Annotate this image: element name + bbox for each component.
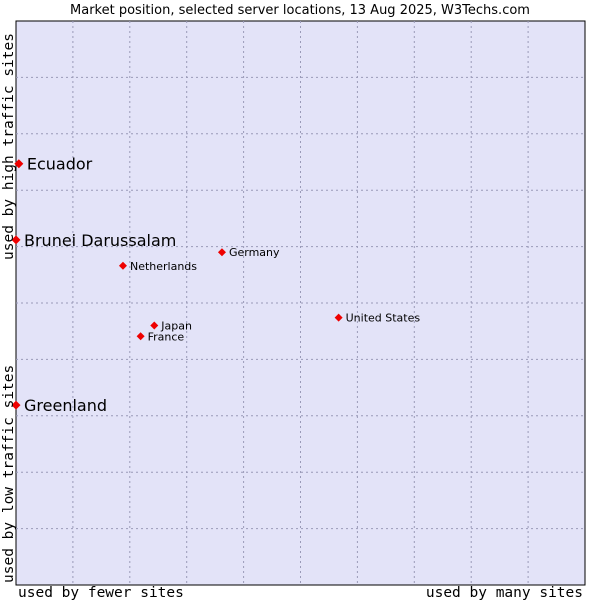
label-germany: Germany	[229, 246, 280, 259]
marker-germany	[217, 248, 226, 257]
label-brunei-darussalam: Brunei Darussalam	[24, 231, 176, 250]
label-ecuador: Ecuador	[27, 155, 93, 174]
marker-france	[136, 332, 145, 341]
marker-netherlands	[118, 261, 127, 270]
marker-united-states	[334, 313, 343, 322]
label-japan: Japan	[160, 320, 192, 333]
y-axis-label-top: used by high traffic sites	[1, 33, 17, 260]
label-greenland: Greenland	[24, 396, 107, 415]
label-france: France	[148, 330, 185, 343]
label-united-states: United States	[346, 312, 421, 325]
y-axis-label-bottom: used by low traffic sites	[1, 365, 17, 583]
x-axis-label-right: used by many sites	[426, 585, 583, 600]
marker-greenland	[11, 400, 21, 410]
marker-japan	[150, 321, 159, 330]
label-netherlands: Netherlands	[130, 260, 197, 273]
data-points: Germany Netherlands United States JapanFran…	[11, 155, 421, 415]
marker-ecuador	[14, 159, 24, 169]
grid-lines	[16, 21, 585, 585]
chart-title: Market position, selected server locatio…	[70, 3, 530, 18]
x-axis-label-left: used by fewer sites	[18, 585, 184, 600]
marker-brunei-darussalam	[11, 235, 21, 245]
